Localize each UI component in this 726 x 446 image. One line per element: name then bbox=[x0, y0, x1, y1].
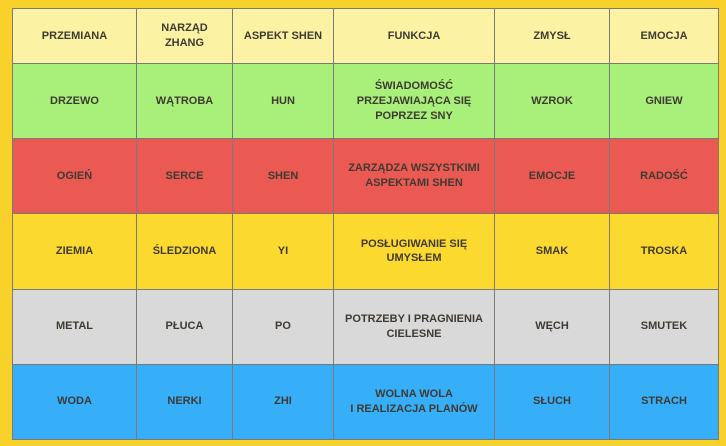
cell-funkcja: ŚWIADOMOŚĆ PRZEJAWIAJĄCA SIĘ POPRZEZ SNY bbox=[333, 62, 495, 140]
header-row: PRZEMIANA NARZĄD ZHANG ASPEKT SHEN FUNKC… bbox=[12, 8, 719, 64]
cell-emocja: TROSKA bbox=[609, 213, 719, 290]
five-elements-table-container: PRZEMIANA NARZĄD ZHANG ASPEKT SHEN FUNKC… bbox=[12, 8, 719, 441]
cell-narzad: NERKI bbox=[136, 363, 233, 441]
header-przemiana: PRZEMIANA bbox=[12, 8, 137, 64]
cell-zmysl: EMOCJE bbox=[494, 138, 610, 215]
cell-aspekt: HUN bbox=[232, 62, 334, 140]
cell-przemiana: OGIEŃ bbox=[12, 138, 137, 215]
cell-narzad: SERCE bbox=[136, 138, 233, 215]
cell-aspekt: ZHI bbox=[232, 363, 334, 441]
cell-aspekt: SHEN bbox=[232, 138, 334, 215]
cell-zmysl: SŁUCH bbox=[494, 363, 610, 441]
table-row-drzewo: DRZEWO WĄTROBA HUN ŚWIADOMOŚĆ PRZEJAWIAJ… bbox=[12, 62, 719, 140]
cell-narzad: ŚLEDZIONA bbox=[136, 213, 233, 290]
cell-zmysl: WZROK bbox=[494, 62, 610, 140]
cell-przemiana: DRZEWO bbox=[12, 62, 137, 140]
cell-funkcja: WOLNA WOLA I REALIZACJA PLANÓW bbox=[333, 363, 495, 441]
cell-funkcja: POSŁUGIWANIE SIĘ UMYSŁEM bbox=[333, 213, 495, 290]
cell-przemiana: WODA bbox=[12, 363, 137, 441]
header-zmysl: ZMYSŁ bbox=[494, 8, 610, 64]
cell-funkcja: ZARZĄDZA WSZYSTKIMI ASPEKTAMI SHEN bbox=[333, 138, 495, 215]
header-aspekt-shen: ASPEKT SHEN bbox=[232, 8, 334, 64]
table-row-ogien: OGIEŃ SERCE SHEN ZARZĄDZA WSZYSTKIMI ASP… bbox=[12, 138, 719, 215]
cell-zmysl: SMAK bbox=[494, 213, 610, 290]
cell-zmysl: WĘCH bbox=[494, 288, 610, 365]
header-emocja: EMOCJA bbox=[609, 8, 719, 64]
header-narzad-zhang: NARZĄD ZHANG bbox=[136, 8, 233, 64]
cell-emocja: GNIEW bbox=[609, 62, 719, 140]
cell-aspekt: PO bbox=[232, 288, 334, 365]
cell-narzad: WĄTROBA bbox=[136, 62, 233, 140]
five-elements-table: PRZEMIANA NARZĄD ZHANG ASPEKT SHEN FUNKC… bbox=[12, 8, 719, 441]
header-funkcja: FUNKCJA bbox=[333, 8, 495, 64]
cell-narzad: PŁUCA bbox=[136, 288, 233, 365]
cell-funkcja: POTRZEBY I PRAGNIENIA CIELESNE bbox=[333, 288, 495, 365]
table-row-woda: WODA NERKI ZHI WOLNA WOLA I REALIZACJA P… bbox=[12, 363, 719, 441]
cell-emocja: RADOŚĆ bbox=[609, 138, 719, 215]
table-row-ziemia: ZIEMIA ŚLEDZIONA YI POSŁUGIWANIE SIĘ UMY… bbox=[12, 213, 719, 290]
cell-przemiana: ZIEMIA bbox=[12, 213, 137, 290]
cell-emocja: SMUTEK bbox=[609, 288, 719, 365]
cell-emocja: STRACH bbox=[609, 363, 719, 441]
table-row-metal: METAL PŁUCA PO POTRZEBY I PRAGNIENIA CIE… bbox=[12, 288, 719, 365]
cell-aspekt: YI bbox=[232, 213, 334, 290]
cell-przemiana: METAL bbox=[12, 288, 137, 365]
